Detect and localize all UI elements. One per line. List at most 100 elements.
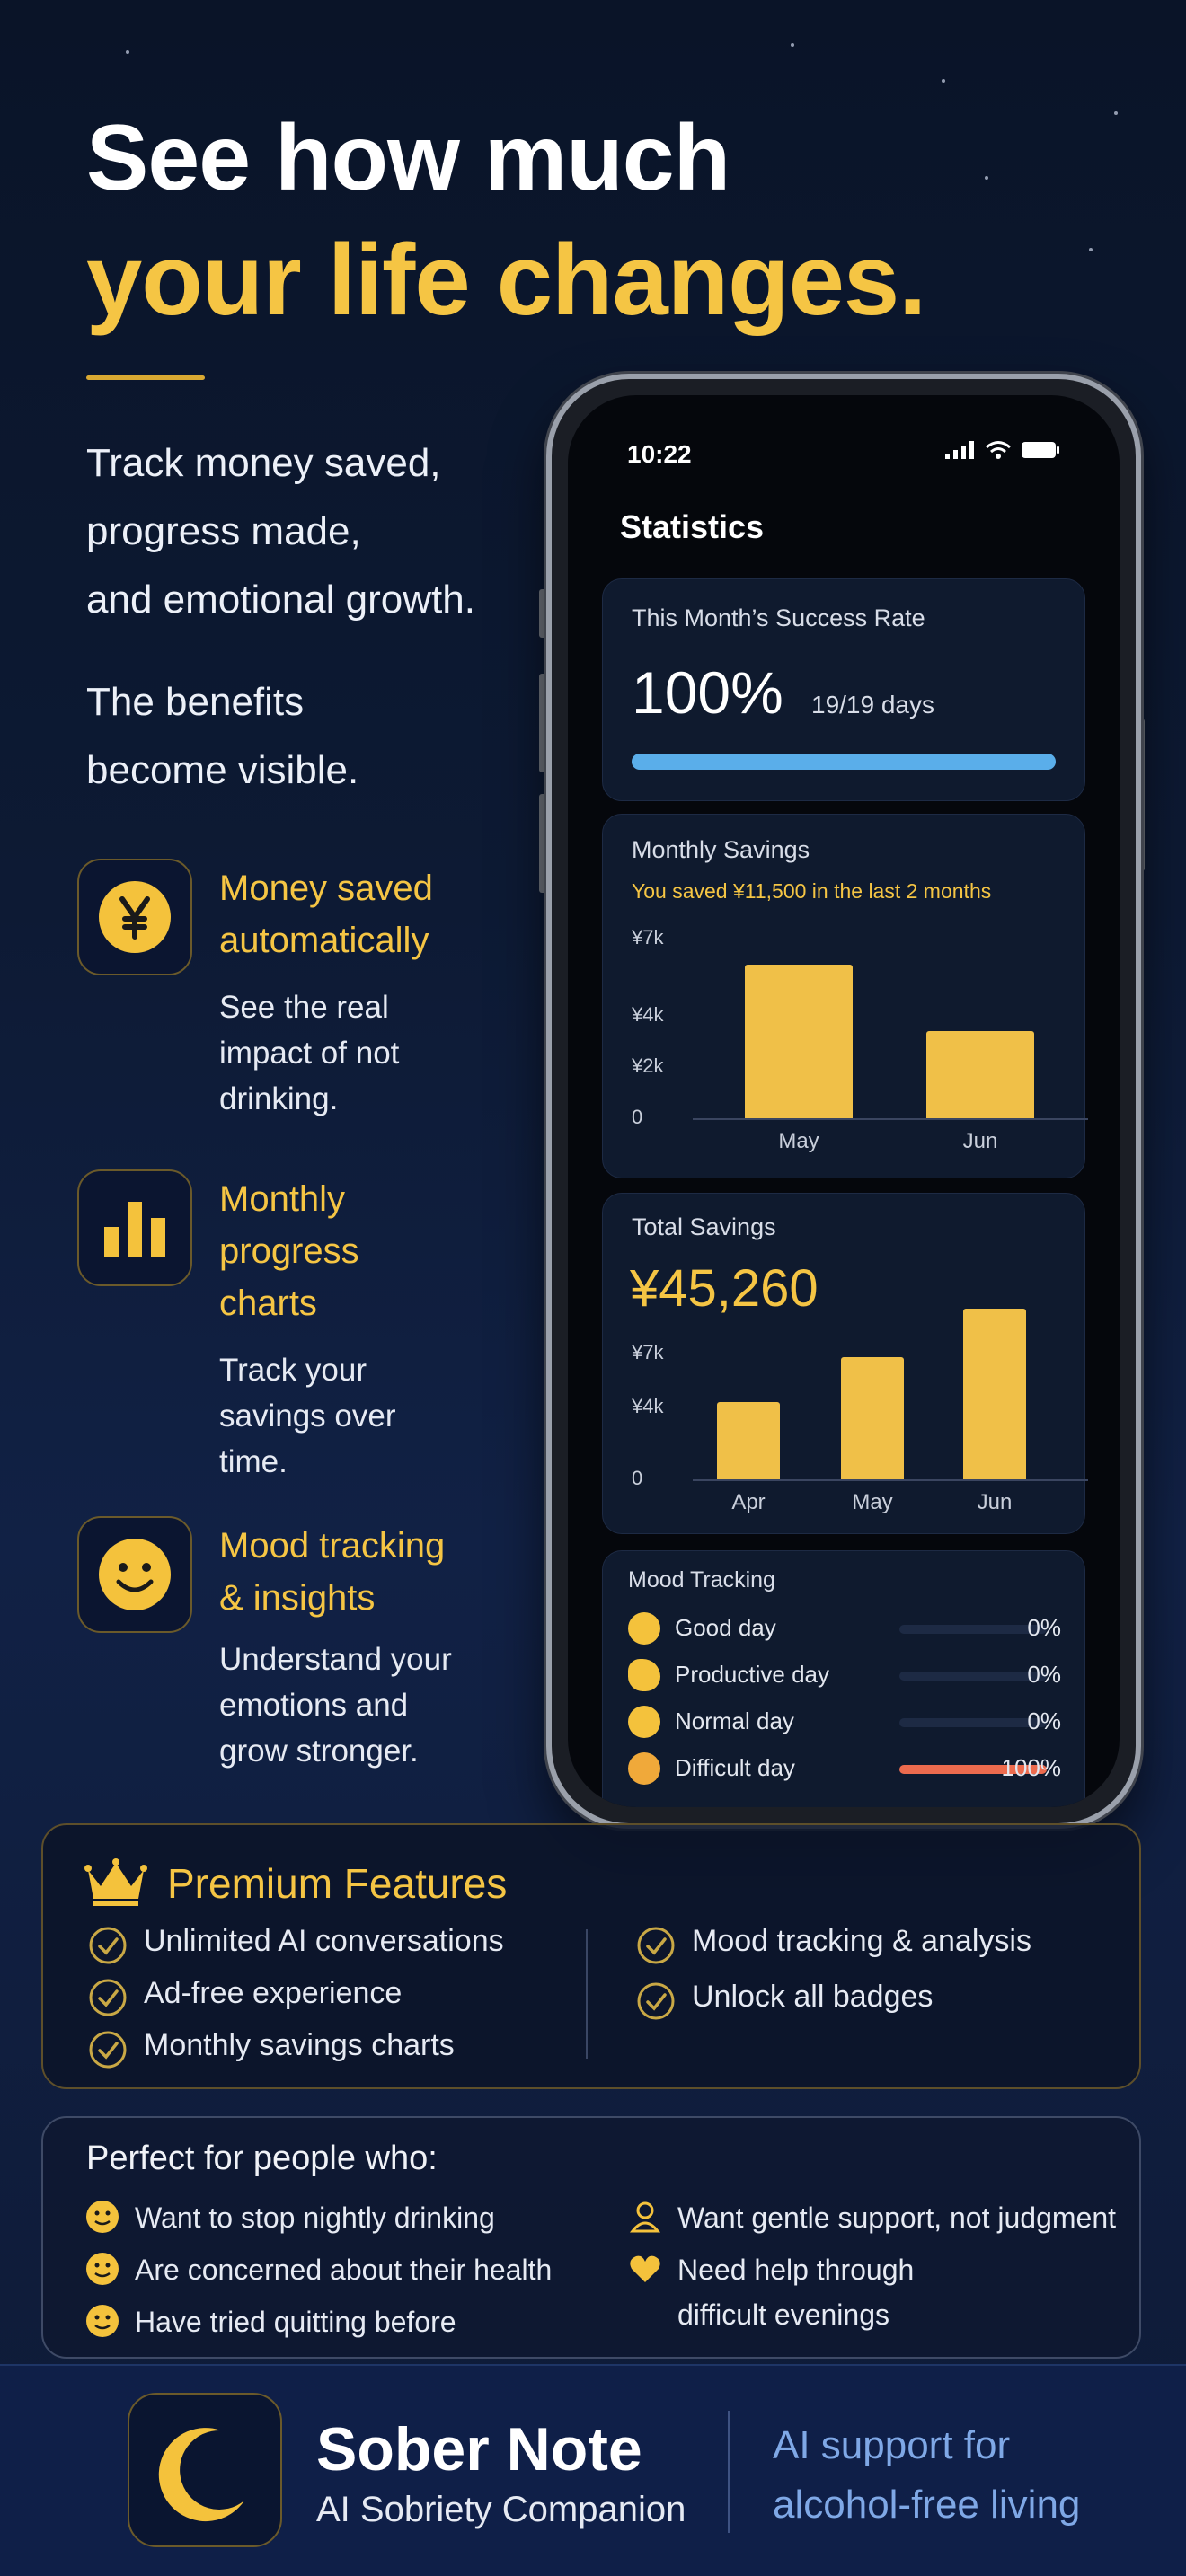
bar xyxy=(963,1309,1026,1479)
y-tick-label: 0 xyxy=(632,1106,643,1128)
feature-desc-line: drinking. xyxy=(219,1081,339,1116)
mood-bar-track xyxy=(899,1672,1047,1681)
total-savings-card: Total Savings ¥45,260 0 ¥4k ¥7k Apr May Jun xyxy=(602,1193,1088,1534)
phone-side-button xyxy=(539,589,546,638)
tagline-line: alcohol-free living xyxy=(773,2483,1081,2527)
screen-title: Statistics xyxy=(620,508,765,545)
feature-title: Money saved automatically xyxy=(219,862,543,966)
bar xyxy=(841,1357,904,1479)
feature-money-saved: Money saved automatically See the real i… xyxy=(77,859,544,1128)
premium-feature-item: Monthly savings charts xyxy=(88,2028,555,2073)
premium-feature-text: Ad-free experience xyxy=(144,1976,403,2010)
mood-tracking-label: Mood Tracking xyxy=(628,1567,775,1592)
feature-mood-tracking: Mood tracking & insights Understand your… xyxy=(77,1516,544,1786)
mood-row: Difficult day 100% xyxy=(628,1747,1061,1790)
mood-bar-track xyxy=(899,1625,1047,1634)
benefits-line: The benefits xyxy=(86,680,305,724)
x-tick-label: Jun xyxy=(977,1490,1013,1514)
y-tick-label: ¥2k xyxy=(632,1054,664,1077)
success-progress-fill xyxy=(632,754,1056,770)
feature-title: Monthly progress charts xyxy=(219,1173,543,1329)
feature-title: Mood tracking & insights xyxy=(219,1520,543,1624)
success-rate-value: 100% xyxy=(632,659,783,726)
premium-title: Premium Features xyxy=(167,1860,508,1907)
success-rate-card: This Month’s Success Rate 100% 19/19 day… xyxy=(602,578,1085,801)
mood-row: Normal day 0% xyxy=(628,1700,1061,1743)
status-icons xyxy=(945,440,1060,460)
premium-feature-text: Unlock all badges xyxy=(692,1980,934,2014)
check-circle-icon xyxy=(636,1981,676,2029)
success-days: 19/19 days xyxy=(811,691,934,719)
grinning-face-icon xyxy=(628,1612,660,1645)
gold-divider xyxy=(86,375,205,380)
neutral-face-icon xyxy=(628,1706,660,1738)
persevering-face-icon xyxy=(628,1752,660,1785)
feature-desc: Track your savings over time. xyxy=(219,1347,489,1485)
feature-desc-line: Understand your xyxy=(219,1642,452,1677)
feature-title-line: automatically xyxy=(219,921,429,960)
feature-title-line: progress xyxy=(219,1231,359,1271)
premium-feature-item: Ad-free experience xyxy=(88,1976,555,2021)
mood-bar-fill xyxy=(899,1765,1047,1774)
total-savings-amount: ¥45,260 xyxy=(630,1259,819,1318)
check-circle-icon xyxy=(88,1926,128,1973)
audience-text-line: difficult evenings xyxy=(677,2298,890,2331)
feature-desc-line: time. xyxy=(219,1444,288,1479)
headline: See how much your life changes. xyxy=(86,99,1120,343)
chart-baseline xyxy=(693,1118,1088,1120)
audience-text: Are concerned about their health xyxy=(135,2254,553,2286)
star xyxy=(791,43,794,47)
mood-label: Normal day xyxy=(675,1707,794,1734)
bar xyxy=(745,964,853,1118)
signal-icon xyxy=(945,441,974,459)
feature-desc-line: savings over xyxy=(219,1398,396,1434)
intro-text: Track money saved, progress made, and em… xyxy=(86,429,553,634)
status-time: 10:22 xyxy=(627,440,692,468)
premium-feature-item: Unlimited AI conversations xyxy=(88,1924,555,1969)
app-subtitle: AI Sobriety Companion xyxy=(316,2490,686,2529)
mood-bar-track xyxy=(899,1718,1047,1727)
wifi-icon xyxy=(986,441,1011,459)
footer: Sober Note AI Sobriety Companion AI supp… xyxy=(0,2364,1186,2576)
feature-title-line: charts xyxy=(219,1284,317,1323)
success-progress-track xyxy=(632,754,1056,770)
app-name: Sober Note xyxy=(316,2415,642,2483)
y-tick-label: 0 xyxy=(632,1467,643,1489)
audience-text: Need help through difficult evenings xyxy=(677,2247,914,2337)
intro-line: progress made, xyxy=(86,509,361,553)
bar xyxy=(926,1030,1034,1118)
premium-feature-item: Unlock all badges xyxy=(636,1980,1103,2025)
phone-side-button xyxy=(1137,719,1145,871)
star xyxy=(1114,111,1118,115)
monthly-savings-card: Monthly Savings You saved ¥11,500 in the… xyxy=(602,814,1088,1178)
mood-percent: 0% xyxy=(1027,1661,1061,1688)
mood-label: Good day xyxy=(675,1614,776,1641)
audience-text-line: Need help through xyxy=(677,2254,915,2286)
phone-side-button xyxy=(539,794,546,893)
tagline-line: AI support for xyxy=(773,2423,1011,2467)
mood-label: Difficult day xyxy=(675,1754,795,1781)
app-icon[interactable] xyxy=(128,2393,282,2547)
x-tick-label: Jun xyxy=(962,1129,998,1153)
perfect-for-panel: Perfect for people who: Want to stop nig… xyxy=(41,2116,1141,2359)
chart-baseline xyxy=(693,1479,1088,1481)
perfect-for-title: Perfect for people who: xyxy=(86,2139,438,2177)
premium-feature-item: Mood tracking & analysis xyxy=(636,1924,1103,1969)
smiley-icon xyxy=(84,2303,120,2346)
headline-line-2: your life changes. xyxy=(86,224,926,336)
intro-line: Track money saved, xyxy=(86,441,441,485)
star xyxy=(985,176,988,180)
monthly-savings-chart: 0 ¥2k ¥4k ¥7k May Jun xyxy=(603,815,1088,1178)
mood-row: Good day 0% xyxy=(628,1607,1061,1650)
y-tick-label: ¥4k xyxy=(632,1002,664,1026)
x-tick-label: Apr xyxy=(731,1490,766,1514)
mood-tracking-card: Mood Tracking Good day 0% Productive day 0%… xyxy=(602,1550,1085,1807)
x-tick-label: May xyxy=(852,1490,893,1514)
intro-line: and emotional growth. xyxy=(86,578,475,622)
yen-coin-icon xyxy=(77,859,192,975)
mood-percent: 0% xyxy=(1027,1707,1061,1734)
total-savings-label: Total Savings xyxy=(632,1213,776,1240)
star xyxy=(1089,248,1093,251)
feature-progress-charts: Monthly progress charts Track your savin… xyxy=(77,1169,544,1493)
monthly-savings-note: You saved ¥11,500 in the last 2 months xyxy=(632,879,992,903)
